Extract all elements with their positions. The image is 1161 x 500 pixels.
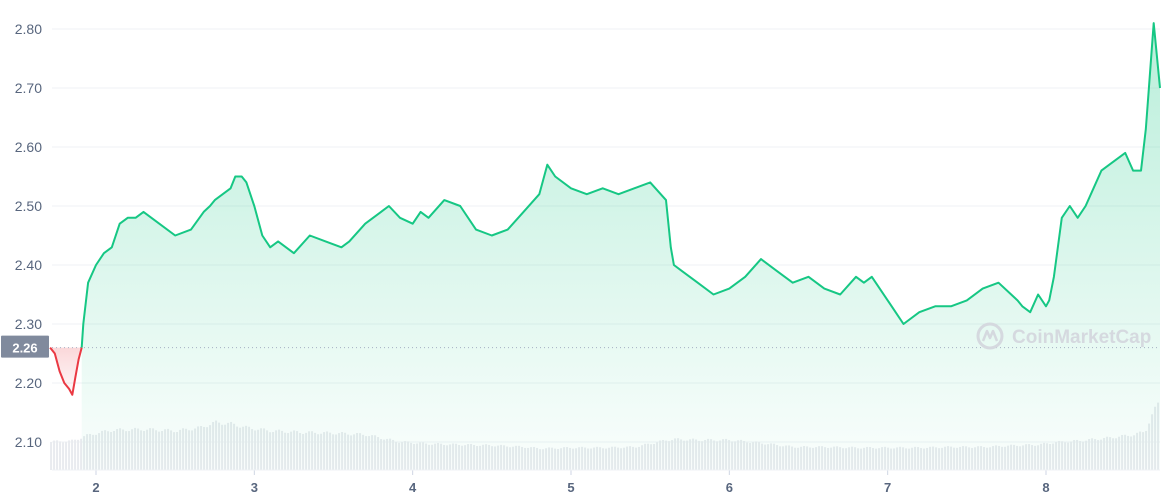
watermark: CoinMarketCap [976, 322, 1151, 350]
x-tick-label: 5 [567, 480, 574, 495]
x-axis-ticks: 2 3 4 5 6 7 8 [52, 469, 1160, 495]
y-tick-label: 2.40 [15, 257, 42, 273]
volume-bar [65, 441, 68, 470]
y-tick-label: 2.50 [15, 198, 42, 214]
y-axis-ticks: 2.80 2.70 2.60 2.50 2.40 2.30 2.20 2.10 [15, 21, 42, 450]
volume-bar [74, 439, 77, 470]
y-tick-label: 2.80 [15, 21, 42, 37]
reference-label: 2.26 [12, 341, 37, 356]
volume-bar [53, 440, 56, 470]
reference-line: 2.26 [1, 335, 1160, 358]
price-area-up [81, 23, 1161, 470]
x-tick-label: 2 [92, 480, 99, 495]
watermark-text: CoinMarketCap [1012, 327, 1151, 348]
x-tick-label: 4 [409, 480, 417, 495]
x-tick-label: 6 [726, 480, 733, 495]
volume-bar [62, 442, 65, 470]
x-tick-label: 3 [251, 480, 258, 495]
volume-bar [80, 438, 83, 470]
volume-bar [68, 440, 71, 470]
price-area [50, 23, 1161, 470]
price-line [49, 22, 1161, 396]
volume-bar [59, 441, 62, 470]
y-tick-label: 2.60 [15, 139, 42, 155]
volume-bar [71, 439, 74, 470]
x-tick-label: 7 [884, 480, 891, 495]
y-tick-label: 2.10 [15, 434, 42, 450]
price-line-down [49, 346, 83, 396]
y-tick-label: 2.30 [15, 316, 42, 332]
reference-label-bg [1, 335, 49, 358]
volume-bar [56, 440, 59, 470]
volume-bar [77, 439, 80, 470]
y-tick-label: 2.20 [15, 375, 42, 391]
x-tick-label: 8 [1042, 480, 1049, 495]
volume-bar [50, 441, 53, 470]
price-line-up [80, 22, 1161, 348]
coinmarketcap-logo-icon [976, 322, 1004, 350]
y-tick-label: 2.70 [15, 80, 42, 96]
coinmarketcap-logo-mark-icon [981, 329, 999, 342]
